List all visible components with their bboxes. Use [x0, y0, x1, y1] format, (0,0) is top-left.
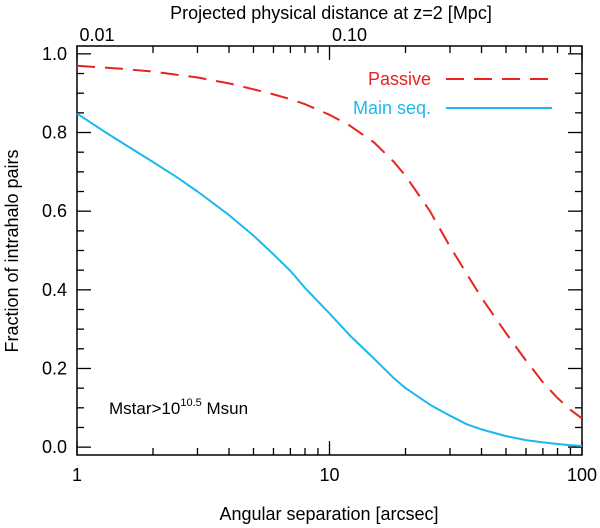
x-tick-label: 100	[567, 465, 597, 485]
axis-ticks: 1 10 100 0.01 0.10 0.0 0.2 0.4 0.6 0.8 1.0	[42, 25, 597, 485]
mass-annotation-base: Mstar>10	[109, 399, 180, 418]
series-layer	[76, 64, 583, 447]
mass-annotation-suffix: Msun	[202, 399, 248, 418]
series-line-main-seq	[76, 112, 583, 447]
top-tick-label: 0.01	[79, 25, 114, 45]
y-tick-label: 0.8	[42, 123, 67, 143]
y-tick-label: 0.4	[42, 280, 67, 300]
series-line-passive	[76, 64, 583, 420]
legend-label-passive: Passive	[368, 69, 431, 89]
x-axis-title: Angular separation [arcsec]	[219, 504, 438, 524]
y-tick-label: 1.0	[42, 44, 67, 64]
x-tick-label: 1	[72, 465, 82, 485]
y-tick-label: 0.6	[42, 201, 67, 221]
y-axis-title: Fraction of intrahalo pairs	[2, 149, 22, 352]
x-tick-label: 10	[319, 465, 339, 485]
mass-annotation: Mstar>1010.5 Msun	[109, 397, 248, 418]
y-tick-label: 0.2	[42, 358, 67, 378]
top-axis-title: Projected physical distance at z=2 [Mpc]	[170, 3, 492, 23]
y-tick-label: 0.0	[42, 437, 67, 457]
legend: Passive Main seq.	[353, 69, 552, 118]
legend-label-main-seq: Main seq.	[353, 98, 431, 118]
mass-annotation-exponent: 10.5	[180, 397, 201, 409]
top-tick-label: 0.10	[332, 25, 367, 45]
